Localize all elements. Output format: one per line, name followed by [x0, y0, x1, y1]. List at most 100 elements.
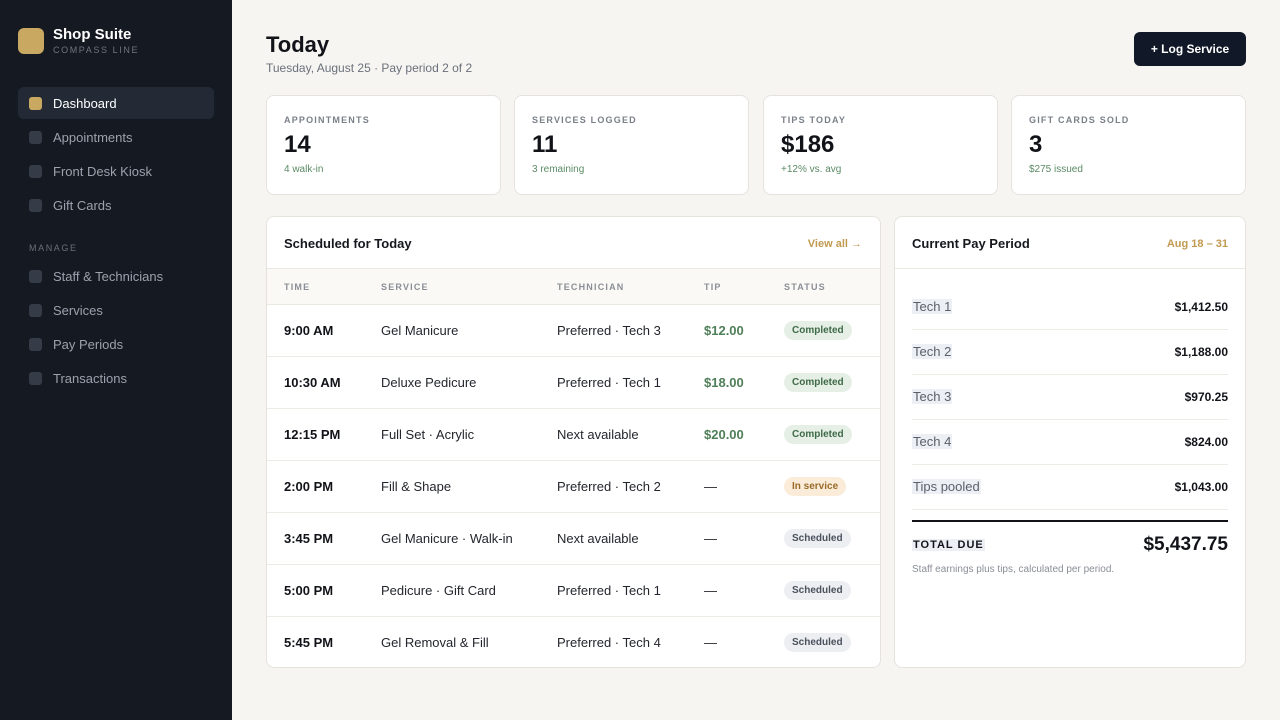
- stat-label: TIPS TODAY: [781, 115, 847, 125]
- stat-value: 3: [1029, 131, 1043, 158]
- sidebar-item-pay-periods[interactable]: Pay Periods: [18, 328, 214, 360]
- stat-label: GIFT CARDS SOLD: [1029, 115, 1130, 125]
- appointment-service: Gel Manicure: [381, 323, 459, 338]
- status-badge: Scheduled: [784, 633, 851, 652]
- appointment-time: 12:15 PM: [284, 427, 341, 442]
- appointment-time: 9:00 AM: [284, 323, 334, 338]
- appointment-service: Gel Manicure · Walk-in: [381, 531, 513, 546]
- appointment-service: Pedicure · Gift Card: [381, 583, 496, 598]
- sidebar-item-label: Appointments: [53, 129, 133, 145]
- pay-period-title: Current Pay Period: [912, 236, 1030, 251]
- pay-list: Tech 1 $1,412.50 Tech 2 $1,188.00 Tech 3…: [912, 285, 1228, 510]
- stat-label: SERVICES LOGGED: [532, 115, 637, 125]
- sidebar-item-front-desk-kiosk[interactable]: Front Desk Kiosk: [18, 155, 214, 187]
- table-row[interactable]: 3:45 PM Gel Manicure · Walk-in Next avai…: [267, 513, 880, 565]
- table-header: TIME SERVICE TECHNICIAN TIP STATUS: [267, 269, 880, 305]
- schedule-title: Scheduled for Today: [284, 236, 412, 251]
- appointment-time: 3:45 PM: [284, 531, 334, 546]
- status-badge: Completed: [784, 373, 852, 392]
- nav-square-icon: [29, 371, 42, 385]
- table-row[interactable]: 12:15 PM Full Set · Acrylic Next availab…: [267, 409, 880, 461]
- pay-row-name: Tech 3: [912, 389, 953, 404]
- stat-card-gift-cards-sold: GIFT CARDS SOLD 3 $275 issued: [1011, 95, 1246, 195]
- nav-square-icon: [29, 164, 42, 178]
- nav-square-icon: [29, 337, 42, 351]
- sidebar-item-label: Pay Periods: [53, 336, 124, 352]
- appointment-tip: —: [704, 531, 717, 546]
- sidebar-item-transactions[interactable]: Transactions: [18, 362, 214, 394]
- status-badge: Scheduled: [784, 529, 851, 548]
- appointment-service: Fill & Shape: [381, 479, 452, 494]
- appointment-time: 5:00 PM: [284, 583, 334, 598]
- pay-row-name: Tips pooled: [912, 479, 981, 494]
- pay-period-panel: Current Pay Period Aug 18 – 31 Tech 1 $1…: [894, 216, 1246, 668]
- pay-period-header: Current Pay Period Aug 18 – 31: [895, 217, 1245, 269]
- nav-square-icon: [29, 130, 42, 144]
- appointment-tip: $20.00: [704, 427, 744, 442]
- sidebar-item-appointments[interactable]: Appointments: [18, 121, 214, 153]
- sidebar-item-services[interactable]: Services: [18, 294, 214, 326]
- brand-name: Shop Suite: [53, 26, 132, 43]
- table-row[interactable]: 9:00 AM Gel Manicure Preferred · Tech 3 …: [267, 305, 880, 357]
- sidebar-item-staff[interactable]: Staff & Technicians: [18, 260, 214, 292]
- stat-card-appointments: APPOINTMENTS 14 4 walk-in: [266, 95, 501, 195]
- stat-note: 4 walk-in: [284, 164, 324, 175]
- schedule-panel: Scheduled for Today View all → TIME SERV…: [266, 216, 881, 668]
- pay-row-name: Tech 4: [912, 434, 953, 449]
- status-badge: Completed: [784, 321, 852, 340]
- page-title: Today: [266, 32, 330, 57]
- main-nav: Dashboard Appointments Front Desk Kiosk …: [18, 87, 214, 223]
- nav-square-icon: [29, 96, 42, 110]
- pay-row-amount: $1,412.50: [1174, 300, 1228, 314]
- nav-square-icon: [29, 269, 42, 283]
- stat-value: $186: [781, 131, 835, 158]
- stat-value: 14: [284, 131, 311, 158]
- pay-row: Tech 1 $1,412.50: [912, 285, 1228, 330]
- stat-card-tips-today: TIPS TODAY $186 +12% vs. avg: [763, 95, 998, 195]
- manage-nav: Staff & Technicians Services Pay Periods…: [18, 260, 214, 396]
- appointment-time: 2:00 PM: [284, 479, 334, 494]
- appointment-time: 5:45 PM: [284, 635, 334, 650]
- brand: Shop Suite COMPASS LINE: [18, 26, 139, 56]
- appointment-service: Full Set · Acrylic: [381, 427, 475, 442]
- sidebar-item-dashboard[interactable]: Dashboard: [18, 87, 214, 119]
- appointment-service: Gel Removal & Fill: [381, 635, 489, 650]
- appointment-technician: Next available: [557, 531, 639, 546]
- log-service-button[interactable]: + Log Service: [1134, 32, 1246, 66]
- nav-square-icon: [29, 303, 42, 317]
- sidebar-item-label: Dashboard: [53, 95, 117, 111]
- sidebar-item-label: Gift Cards: [53, 197, 112, 213]
- stat-note: +12% vs. avg: [781, 164, 842, 175]
- brand-logo-icon: [18, 28, 44, 54]
- sidebar-item-label: Front Desk Kiosk: [53, 163, 152, 179]
- appointment-technician: Preferred · Tech 2: [557, 479, 661, 494]
- nav-square-icon: [29, 198, 42, 212]
- stat-note: 3 remaining: [532, 164, 585, 175]
- status-badge: Completed: [784, 425, 852, 444]
- total-divider: [912, 520, 1228, 522]
- view-all-link[interactable]: View all →: [807, 238, 862, 250]
- pay-row-amount: $1,188.00: [1174, 345, 1228, 359]
- pay-row: Tips pooled $1,043.00: [912, 465, 1228, 510]
- table-row[interactable]: 2:00 PM Fill & Shape Preferred · Tech 2 …: [267, 461, 880, 513]
- table-row[interactable]: 5:00 PM Pedicure · Gift Card Preferred ·…: [267, 565, 880, 617]
- nav-section-label: MANAGE: [29, 243, 78, 253]
- appointment-tip: $12.00: [704, 323, 744, 338]
- brand-subtitle: COMPASS LINE: [53, 45, 140, 55]
- pay-row: Tech 3 $970.25: [912, 375, 1228, 420]
- column-header-time: TIME: [284, 282, 311, 292]
- appointment-tip: —: [704, 479, 717, 494]
- status-badge: Scheduled: [784, 581, 851, 600]
- sidebar: Shop Suite COMPASS LINE Dashboard Appoin…: [0, 0, 232, 720]
- pay-row-name: Tech 1: [912, 299, 953, 314]
- stat-note: $275 issued: [1029, 164, 1083, 175]
- stat-card-services-logged: SERVICES LOGGED 11 3 remaining: [514, 95, 749, 195]
- sidebar-item-gift-cards[interactable]: Gift Cards: [18, 189, 214, 221]
- table-row[interactable]: 5:45 PM Gel Removal & Fill Preferred · T…: [267, 617, 880, 667]
- table-row[interactable]: 10:30 AM Deluxe Pedicure Preferred · Tec…: [267, 357, 880, 409]
- appointment-tip: —: [704, 635, 717, 650]
- total-note: Staff earnings plus tips, calculated per…: [912, 564, 1115, 575]
- stat-value: 11: [532, 131, 558, 158]
- column-header-tip: TIP: [704, 282, 722, 292]
- appointment-technician: Next available: [557, 427, 639, 442]
